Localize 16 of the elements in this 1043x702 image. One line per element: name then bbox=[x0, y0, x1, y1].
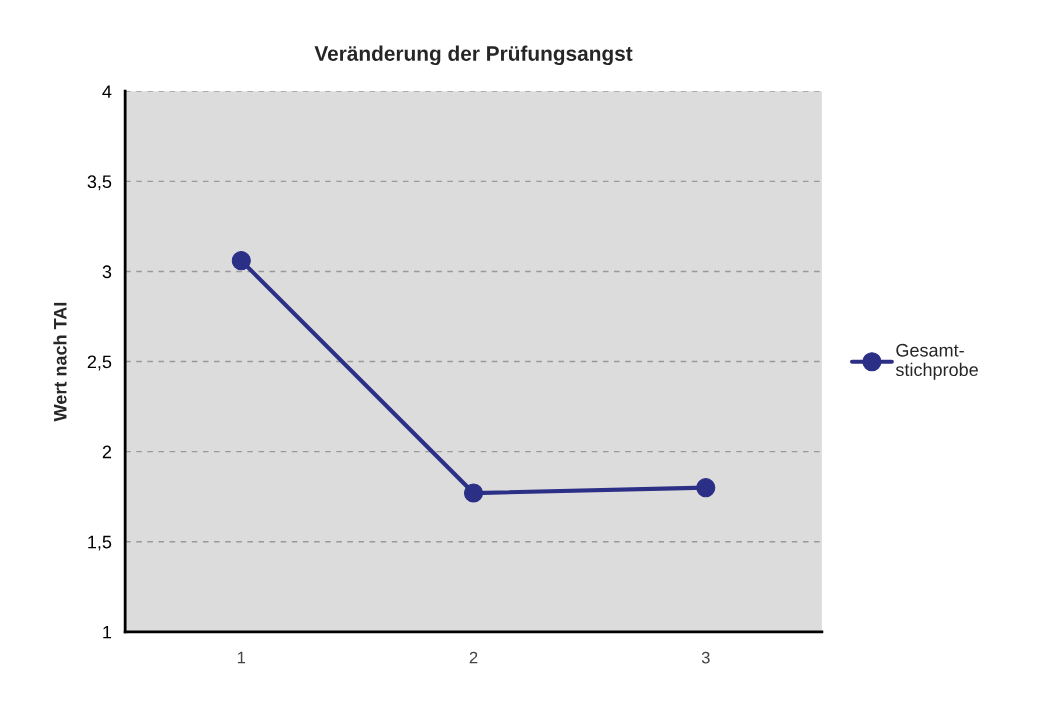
y-axis-title: Wert nach TAI bbox=[53, 302, 67, 422]
y-tick-label: 3 bbox=[102, 265, 112, 279]
y-tick-label: 2 bbox=[102, 445, 112, 459]
x-tick-label: 1 bbox=[237, 651, 246, 664]
y-tick-label: 2,5 bbox=[87, 355, 112, 371]
point bbox=[696, 478, 716, 498]
x-tick-label: 2 bbox=[469, 651, 478, 664]
point bbox=[231, 251, 251, 271]
point bbox=[463, 483, 484, 503]
y-tick-label: 4 bbox=[102, 85, 112, 98]
x-tick-label: 3 bbox=[701, 651, 710, 664]
y-tick-label: 3,5 bbox=[87, 175, 112, 191]
y-tick-label: 1,5 bbox=[88, 535, 112, 551]
chart-title: Veränderung der Prüfungsangst bbox=[314, 45, 633, 66]
y-tick-label: 1 bbox=[103, 625, 112, 639]
legend-label: Gesamt- stichprobe bbox=[895, 343, 978, 380]
